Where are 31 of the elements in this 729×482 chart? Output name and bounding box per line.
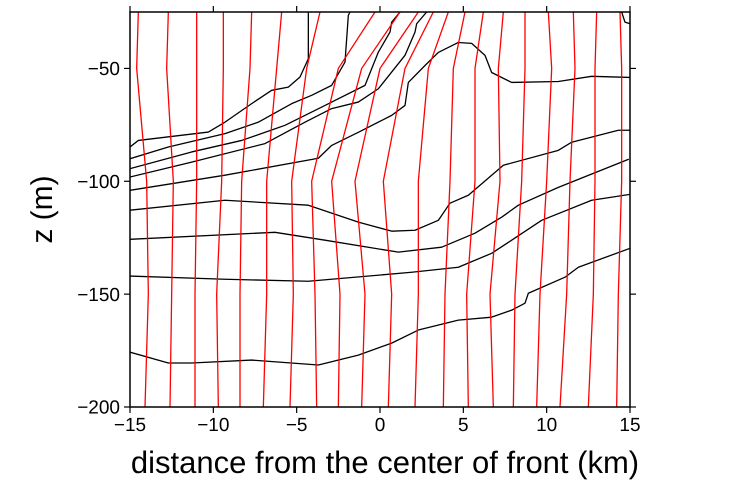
line-series bbox=[512, 12, 526, 407]
line-series bbox=[414, 12, 449, 407]
x-axis-title: distance from the center of front (km) bbox=[130, 445, 640, 480]
x-tick-label: 5 bbox=[458, 415, 469, 436]
x-tick-label: 0 bbox=[374, 415, 386, 436]
line-series bbox=[616, 12, 622, 407]
line-series bbox=[239, 12, 252, 407]
line-series bbox=[354, 12, 419, 407]
x-tick-label: 15 bbox=[619, 415, 641, 436]
line-series bbox=[136, 12, 149, 407]
line-series bbox=[216, 12, 224, 407]
line-series bbox=[466, 12, 484, 407]
line-series bbox=[536, 12, 552, 407]
y-axis-title: z (m) bbox=[26, 175, 59, 244]
line-series bbox=[331, 12, 401, 407]
line-series bbox=[559, 12, 576, 407]
x-tick-label: 10 bbox=[536, 415, 558, 436]
x-tick-label: −5 bbox=[286, 415, 308, 436]
y-tick-label: −150 bbox=[77, 284, 120, 306]
line-series bbox=[588, 12, 598, 407]
line-series bbox=[489, 12, 504, 407]
y-tick-label: −100 bbox=[77, 172, 120, 193]
y-tick-label: −50 bbox=[88, 59, 120, 80]
x-tick-label: −10 bbox=[197, 415, 230, 436]
line-series bbox=[382, 12, 434, 407]
line-series bbox=[166, 12, 174, 407]
line-series bbox=[442, 12, 466, 407]
line-series bbox=[262, 12, 282, 407]
line-series bbox=[311, 12, 376, 407]
line-series bbox=[194, 12, 198, 407]
line-series bbox=[289, 12, 321, 407]
